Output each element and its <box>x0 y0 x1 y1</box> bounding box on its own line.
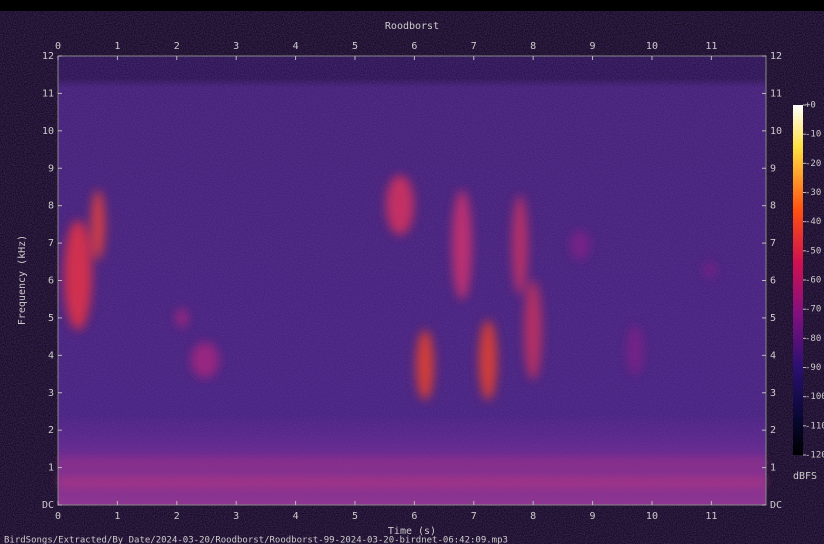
colorbar-tick-label: -70 <box>805 305 821 315</box>
colorbar-tick-label: -80 <box>805 334 821 344</box>
y-tick-label: 4 <box>48 350 54 361</box>
colorbar-tick-label: -50 <box>805 246 821 256</box>
x-tick-label: 7 <box>471 511 477 522</box>
x-tick-label: 1 <box>114 41 120 52</box>
colorbar-tick-label: -40 <box>805 217 821 227</box>
y-tick-label: 9 <box>770 163 776 174</box>
x-tick-label: 4 <box>293 41 299 52</box>
colorbar <box>793 105 803 455</box>
x-tick-label: 3 <box>233 511 239 522</box>
y-tick-label: 3 <box>48 388 54 399</box>
y-tick-label: 10 <box>42 126 54 137</box>
y-tick-label: 8 <box>770 201 776 212</box>
y-tick-label: 2 <box>48 425 54 436</box>
colorbar-tick-label: +0 <box>805 101 816 111</box>
colorbar-tick-label: -100 <box>805 392 824 402</box>
colorbar-tick-label: -120 <box>805 451 824 461</box>
y-tick-label: 1 <box>48 463 54 474</box>
y-tick-label: 5 <box>770 313 776 324</box>
y-tick-label: 9 <box>48 163 54 174</box>
x-tick-label: 9 <box>590 511 596 522</box>
y-tick-label: 2 <box>770 425 776 436</box>
y-tick-label: 4 <box>770 350 776 361</box>
y-axis-label: Frequency (kHz) <box>17 235 28 325</box>
y-tick-label: 10 <box>770 126 782 137</box>
x-tick-label: 8 <box>530 41 536 52</box>
y-tick-label: 6 <box>770 276 776 287</box>
spectrogram-image <box>57 55 767 506</box>
chart-title: Roodborst <box>385 21 439 32</box>
x-tick-label: 2 <box>174 511 180 522</box>
x-tick-label: 6 <box>411 511 417 522</box>
y-tick-label: 12 <box>770 51 782 62</box>
x-tick-label: 11 <box>705 511 717 522</box>
x-tick-label: 3 <box>233 41 239 52</box>
y-tick-label: DC <box>42 500 54 511</box>
y-tick-label: 7 <box>770 238 776 249</box>
colorbar-label: dBFS <box>793 471 817 482</box>
x-axis-label: Time (s) <box>388 526 436 537</box>
x-tick-label: 0 <box>55 511 61 522</box>
colorbar-tick-label: -60 <box>805 276 821 286</box>
x-tick-label: 11 <box>705 41 717 52</box>
y-tick-label: 12 <box>42 51 54 62</box>
colorbar-tick-label: -90 <box>805 363 821 373</box>
y-tick-label: 6 <box>48 276 54 287</box>
y-tick-label: 3 <box>770 388 776 399</box>
colorbar-tick-label: -20 <box>805 159 821 169</box>
x-tick-label: 4 <box>293 511 299 522</box>
footer: BirdSongs/Extracted/By_Date/2024-03-20/R… <box>4 536 508 544</box>
x-tick-label: 10 <box>646 511 658 522</box>
x-tick-label: 1 <box>114 511 120 522</box>
colorbar-tick-label: -10 <box>805 130 821 140</box>
x-tick-label: 0 <box>55 41 61 52</box>
y-tick-label: 11 <box>770 88 782 99</box>
y-tick-label: 11 <box>42 88 54 99</box>
x-tick-label: 2 <box>174 41 180 52</box>
x-tick-label: 9 <box>590 41 596 52</box>
x-tick-label: 8 <box>530 511 536 522</box>
y-tick-label: 5 <box>48 313 54 324</box>
x-tick-label: 5 <box>352 511 358 522</box>
y-tick-label: DC <box>770 500 782 511</box>
y-tick-label: 7 <box>48 238 54 249</box>
x-tick-label: 6 <box>411 41 417 52</box>
y-tick-label: 1 <box>770 463 776 474</box>
x-tick-label: 10 <box>646 41 658 52</box>
y-tick-label: 8 <box>48 201 54 212</box>
x-tick-label: 5 <box>352 41 358 52</box>
colorbar-tick-label: -30 <box>805 188 821 198</box>
x-tick-label: 7 <box>471 41 477 52</box>
colorbar-tick-label: -110 <box>805 421 824 431</box>
